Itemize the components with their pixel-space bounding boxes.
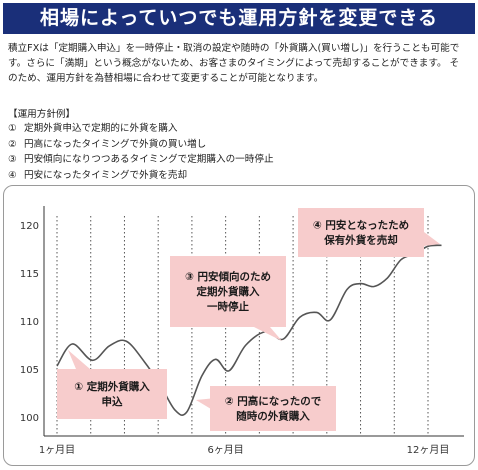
y-tick-label: 100 — [20, 413, 39, 424]
callout-label: ④ 円安となったため — [313, 219, 409, 232]
x-tick-label: 1ヶ月目 — [39, 444, 75, 456]
callout-box — [210, 386, 336, 431]
step-text: 円安になったタイミングで外貨を売却 — [24, 169, 188, 181]
x-tick-label: 12ヶ月目 — [407, 444, 450, 456]
callout-box — [298, 208, 424, 257]
step-text: 定期外貨申込で定期的に外貨を購入 — [24, 123, 178, 134]
series-line — [56, 244, 442, 416]
step-text: 円安傾向になりつつあるタイミングで定期購入の一時停止 — [24, 154, 274, 165]
callout-box — [170, 256, 286, 327]
callout-tail — [196, 398, 216, 412]
y-tick-label: 105 — [20, 365, 39, 376]
callout-label: 保有外貨を売却 — [323, 234, 398, 247]
callout-tail — [254, 327, 282, 341]
step-number: ① — [8, 123, 17, 134]
callout-tail — [424, 232, 440, 246]
intro-text: 積立FXは「定期購入申込」を一時停止・取消の設定や随時の「外貨購入(買い増し)」… — [8, 41, 474, 86]
callout-label: ② 円高になったので — [225, 395, 322, 408]
step-item: ③ 円安傾向になりつつあるタイミングで定期購入の一時停止 — [8, 152, 274, 168]
step-number: ④ — [8, 169, 17, 181]
step-item: ④ 円安になったタイミングで外貨を売却 — [8, 168, 274, 184]
intro-line: のため、運用方針を為替相場に合わせて変更することが可能となります。 — [8, 73, 324, 84]
step-text: 円高になったタイミングで外貨の買い増し — [24, 138, 207, 150]
y-tick-label: 110 — [20, 317, 39, 328]
chart-frame: 100 105 110 115 120 1ヶ月目 6ヶ月目 12ヶ月目 ① 定期外貨購入 申込 ② … — [3, 185, 475, 466]
y-tick-label: 120 — [20, 221, 39, 232]
callout-label: 申込 — [102, 395, 123, 408]
page-title: 相場によっていつでも運用方針を変更できる — [3, 3, 475, 34]
intro-line: す。さらに「満期」という概念がないため、お客さまのタイミングによって売却すること… — [8, 58, 460, 69]
step-item: ① 定期外貨申込で定期的に外貨を購入 — [8, 121, 274, 137]
callout-tail — [68, 350, 90, 369]
callout-label: ③ 円安傾向のため — [185, 270, 271, 283]
callout-label: 定期外貨購入 — [196, 285, 260, 298]
callout-label: ① 定期外貨購入 — [74, 380, 150, 393]
step-item: ② 円高になったタイミングで外貨の買い増し — [8, 137, 274, 153]
callout-label: 随時の外貨購入 — [236, 410, 310, 423]
y-tick-label: 115 — [20, 269, 39, 280]
steps-heading: 【運用方針例】 — [8, 109, 76, 120]
callout-box — [57, 369, 167, 419]
steps-list: ① 定期外貨申込で定期的に外貨を購入 ② 円高になったタイミングで外貨の買い増し ③… — [8, 121, 274, 183]
step-number: ③ — [8, 154, 17, 165]
intro-line: 積立FXは「定期購入申込」を一時停止・取消の設定や随時の「外貨購入(買い増し)」… — [8, 43, 460, 54]
callout-label: 一時停止 — [207, 300, 249, 313]
step-number: ② — [8, 138, 17, 150]
x-tick-label: 6ヶ月目 — [207, 444, 243, 456]
